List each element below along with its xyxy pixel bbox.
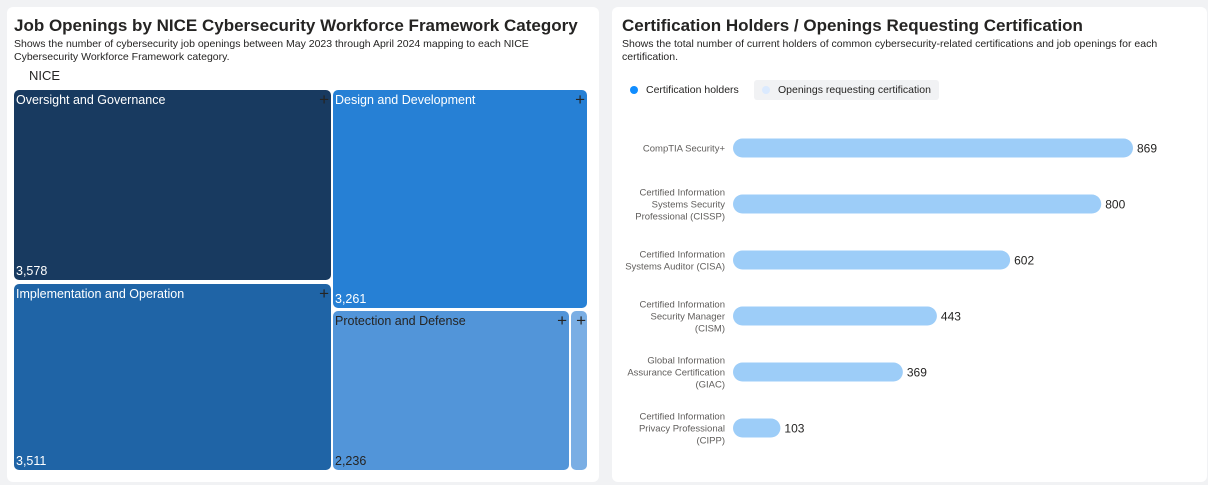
category-tick-label: Certified Information — [639, 250, 725, 261]
treemap-tile-other[interactable]: + — [571, 311, 587, 470]
bar[interactable] — [733, 138, 1133, 158]
bar-data-label: 369 — [907, 366, 927, 380]
legend-label: Openings requesting certification — [778, 84, 931, 96]
category-tick-label: Professional (CISSP) — [635, 212, 725, 223]
expand-plus-icon[interactable]: + — [575, 90, 585, 109]
bar-chart-plot: 869 CompTIA Security+ 800 Certified Informa… — [625, 138, 1157, 447]
tile-label: Protection and Defense — [335, 314, 466, 328]
category-tick-label: Certified Information — [639, 412, 725, 423]
category-tick-label: Security Manager — [651, 312, 725, 323]
legend-item-certification-holders[interactable]: Certification holders — [622, 80, 747, 100]
category-tick-label: Systems Security — [652, 200, 726, 211]
bar[interactable] — [733, 418, 781, 438]
bar-chart-title: Certification Holders / Openings Request… — [622, 16, 1083, 35]
category-tick-label: CompTIA Security+ — [643, 144, 726, 155]
tile-value: 3,261 — [335, 292, 367, 306]
bar-chart-subtitle-line-1: Shows the total number of current holder… — [622, 38, 1158, 50]
bar-data-label: 443 — [941, 310, 961, 324]
tile-label: Design and Development — [335, 93, 476, 107]
bar-data-label: 800 — [1105, 198, 1125, 212]
tile-value: 2,236 — [335, 454, 367, 468]
treemap-subtitle-line-1: Shows the number of cybersecurity job op… — [14, 38, 529, 50]
tile-value: 3,578 — [16, 264, 48, 278]
bar-data-label: 602 — [1014, 254, 1034, 268]
bar-chart-panel: Certification Holders / Openings Request… — [612, 7, 1207, 482]
tile-value: 3,511 — [16, 454, 47, 468]
treemap-tile-oversight-and-governance[interactable]: Oversight and Governance + 3,578 — [14, 90, 331, 280]
treemap-tile-protection-and-defense[interactable]: Protection and Defense + 2,236 — [333, 311, 569, 470]
treemap-title: Job Openings by NICE Cybersecurity Workf… — [14, 16, 578, 35]
treemap-tile-design-and-development[interactable]: Design and Development + 3,261 — [333, 90, 587, 308]
expand-plus-icon[interactable]: + — [576, 311, 586, 330]
expand-plus-icon[interactable]: + — [319, 90, 329, 109]
bar[interactable] — [733, 306, 937, 326]
category-tick-label: (CIPP) — [697, 436, 726, 447]
treemap-tile-implementation-and-operation[interactable]: Implementation and Operation + 3,511 — [14, 284, 331, 470]
bar-data-label: 869 — [1137, 142, 1157, 156]
bar[interactable] — [733, 362, 903, 382]
expand-plus-icon[interactable]: + — [319, 284, 329, 303]
category-tick-label: Systems Auditor (CISA) — [625, 262, 725, 273]
bar-chart-subtitle: Shows the total number of current holder… — [622, 38, 1157, 63]
bar[interactable] — [733, 250, 1011, 270]
bar-chart-subtitle-line-2: certification. — [622, 50, 679, 63]
category-tick-label: (CISM) — [695, 324, 725, 335]
category-tick-label: Privacy Professional — [639, 424, 725, 435]
legend-item-openings-requesting-certification[interactable]: Openings requesting certification — [754, 80, 939, 100]
category-tick-label: Global Information — [647, 356, 725, 367]
tile-label: Implementation and Operation — [16, 287, 185, 301]
category-tick-label: Certified Information — [639, 300, 725, 311]
legend-swatch-certification-holders — [630, 86, 638, 94]
bar[interactable] — [733, 194, 1102, 214]
legend-label: Certification holders — [646, 84, 739, 96]
treemap-subtitle-line-2: Cybersecurity Workforce Framework catego… — [14, 50, 230, 63]
expand-plus-icon[interactable]: + — [557, 311, 567, 330]
category-tick-label: (GIAC) — [695, 380, 725, 391]
category-tick-label: Certified Information — [639, 188, 725, 199]
category-tick-label: Assurance Certification — [627, 368, 725, 379]
bar-data-label: 103 — [784, 422, 804, 436]
tile-label: Oversight and Governance — [16, 93, 166, 107]
legend-swatch-openings — [762, 86, 770, 94]
treemap-panel: Job Openings by NICE Cybersecurity Workf… — [7, 7, 599, 482]
treemap-subtitle: Shows the number of cybersecurity job op… — [14, 38, 529, 63]
treemap-group-label: NICE — [29, 68, 61, 83]
